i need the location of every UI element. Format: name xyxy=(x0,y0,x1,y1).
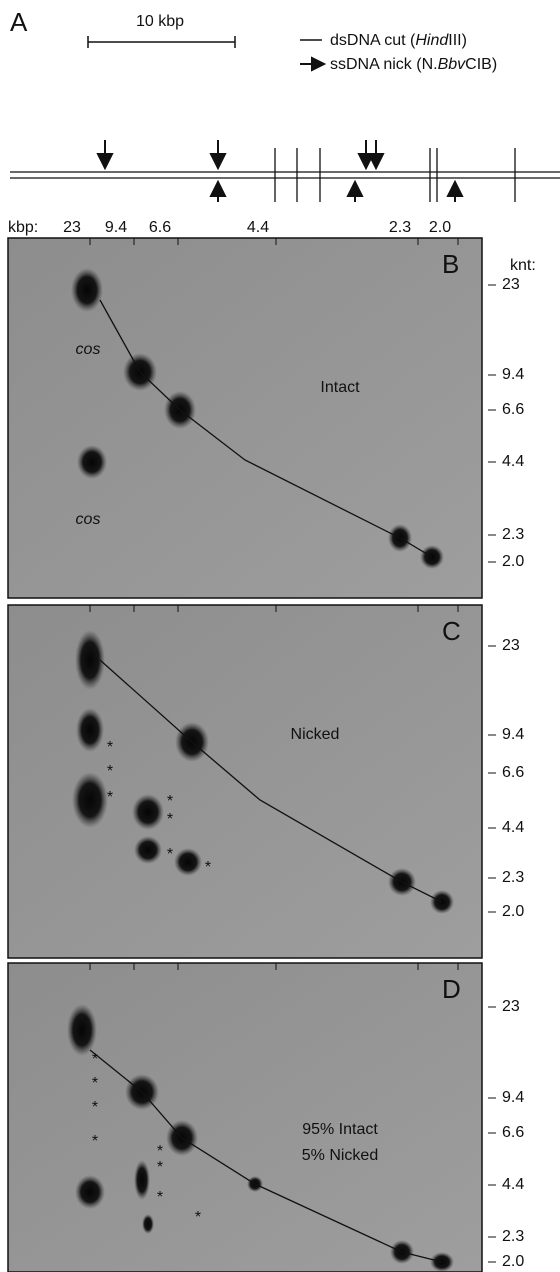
asterisk-marker: * xyxy=(167,793,173,810)
kbp-tick-label: 6.6 xyxy=(149,219,171,236)
knt-tick-label: 23 xyxy=(502,998,520,1015)
panel-letter: D xyxy=(442,974,461,1004)
kbp-tick-label: 23 xyxy=(63,219,81,236)
knt-tick-label: 4.4 xyxy=(502,819,524,836)
panel-text: Nicked xyxy=(291,726,340,743)
gel-spot xyxy=(75,630,105,690)
knt-tick-label: 2.3 xyxy=(502,869,524,886)
asterisk-marker: * xyxy=(107,739,113,756)
panel-text: 95% Intact xyxy=(302,1121,378,1138)
kbp-tick-label: 4.4 xyxy=(247,219,269,236)
knt-tick-label: 4.4 xyxy=(502,1176,524,1193)
gel-spot xyxy=(67,1004,97,1056)
gel-spot xyxy=(134,1160,150,1200)
knt-tick-label: 9.4 xyxy=(502,1089,524,1106)
legend-arrow xyxy=(300,56,327,72)
trend-line xyxy=(89,1049,443,1263)
knt-tick-label: 6.6 xyxy=(502,764,524,781)
asterisk-marker: * xyxy=(107,789,113,806)
axis-label: kbp: xyxy=(8,219,38,236)
asterisk-marker: * xyxy=(92,1133,98,1150)
asterisk-marker: * xyxy=(157,1143,163,1160)
scale-bar-label: 10 kbp xyxy=(136,13,184,30)
knt-tick-label: 2.3 xyxy=(502,1228,524,1245)
gel-spot xyxy=(174,848,202,876)
kbp-tick-label: 2.3 xyxy=(389,219,411,236)
nick-arrows xyxy=(96,140,464,202)
knt-tick-label: 23 xyxy=(502,276,520,293)
knt-tick-label: 23 xyxy=(502,637,520,654)
gel-spot xyxy=(132,794,164,830)
kbp-tick-label: 9.4 xyxy=(105,219,127,236)
asterisk-marker: * xyxy=(195,1209,201,1226)
asterisk-marker: * xyxy=(92,1099,98,1116)
panel-text: 5% Nicked xyxy=(302,1147,378,1164)
panel-letter: C xyxy=(442,616,461,646)
asterisk-marker: * xyxy=(92,1075,98,1092)
knt-tick-label: 2.0 xyxy=(502,553,524,570)
knt-tick-label: 2.0 xyxy=(502,903,524,920)
annotation: cos xyxy=(76,341,101,358)
kbp-tick-label: 2.0 xyxy=(429,219,451,236)
gel-spot xyxy=(77,445,107,479)
knt-tick-label: 2.0 xyxy=(502,1253,524,1270)
panel-letter: B xyxy=(442,249,459,279)
scale-bar xyxy=(87,36,236,48)
knt-tick-label: 4.4 xyxy=(502,453,524,470)
asterisk-marker: * xyxy=(157,1159,163,1176)
asterisk-marker: * xyxy=(92,1051,98,1068)
trend-line xyxy=(99,659,443,903)
gel-spot xyxy=(72,772,108,828)
knt-tick-label: 9.4 xyxy=(502,726,524,743)
panel-text: Intact xyxy=(320,379,360,396)
knt-tick-label: 6.6 xyxy=(502,401,524,418)
asterisk-marker: * xyxy=(205,859,211,876)
gel-spot xyxy=(75,1175,105,1209)
legend-text: ssDNA nick (N.BbvCIB) xyxy=(330,56,497,73)
gel-spot xyxy=(71,268,103,312)
asterisk-marker: * xyxy=(107,763,113,780)
axis-label: knt: xyxy=(510,257,536,274)
asterisk-marker: * xyxy=(157,1189,163,1206)
knt-tick-label: 9.4 xyxy=(502,366,524,383)
gel-spot xyxy=(142,1214,154,1234)
knt-tick-label: 2.3 xyxy=(502,526,524,543)
dna-map xyxy=(10,148,560,202)
asterisk-marker: * xyxy=(167,846,173,863)
asterisk-marker: * xyxy=(167,811,173,828)
panel-label: A xyxy=(10,7,28,37)
gel-spot xyxy=(76,708,104,752)
trend-line xyxy=(99,299,433,558)
knt-tick-label: 6.6 xyxy=(502,1124,524,1141)
legend-text: dsDNA cut (HindIII) xyxy=(330,32,467,49)
annotation: cos xyxy=(76,511,101,528)
gel-spot xyxy=(134,836,162,864)
